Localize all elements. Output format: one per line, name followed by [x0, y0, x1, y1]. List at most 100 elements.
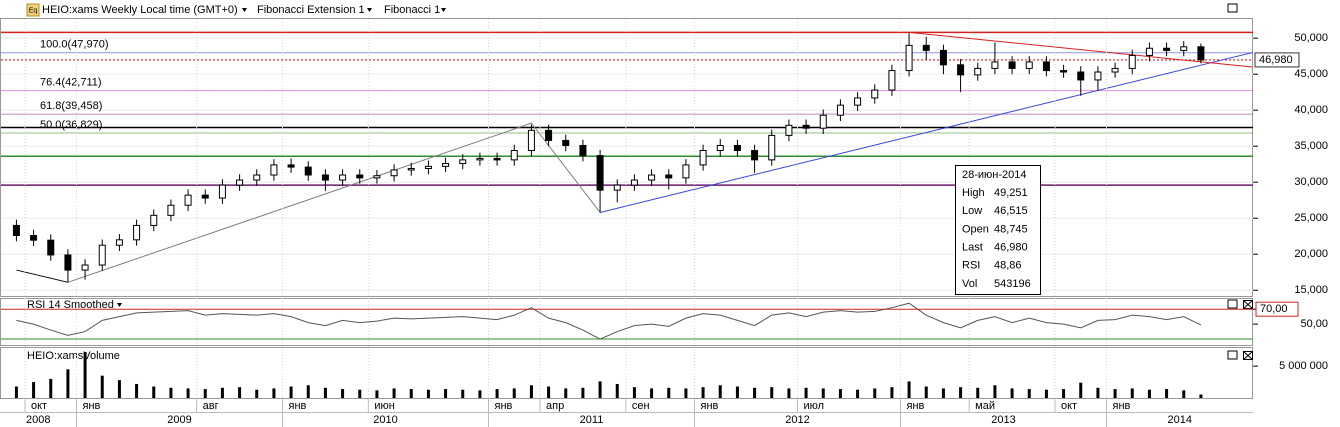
volume-bar [529, 385, 533, 398]
candle-body [545, 129, 553, 141]
indicator-label[interactable]: Fibonacci 1 [384, 4, 440, 16]
candle-body [476, 157, 484, 161]
trend-line [909, 31, 1253, 68]
candle-body [339, 174, 347, 181]
candle-body [630, 179, 638, 186]
chart-title[interactable]: HEIO:xams Weekly Local time (GMT+0) [42, 4, 238, 16]
candle-body [785, 124, 793, 136]
dropdown-arrow[interactable] [117, 303, 122, 307]
close-button[interactable] [1243, 300, 1253, 309]
trend-line [599, 52, 1253, 213]
volume-bar [358, 389, 362, 398]
y-tick-label: 15,000 [1294, 284, 1328, 296]
fib-label: 76.4(42,711) [40, 77, 102, 89]
volume-bar [323, 387, 327, 398]
volume-bar [1182, 390, 1186, 398]
year-label: 2014 [1168, 414, 1192, 426]
volume-bar [1079, 382, 1083, 398]
rsi-line [16, 302, 1202, 340]
candle-body [1025, 61, 1033, 69]
dropdown-arrow[interactable] [367, 8, 372, 12]
volume-bar [941, 388, 945, 398]
candle-body [407, 168, 415, 171]
candle-body [733, 144, 741, 152]
volume-bar [632, 387, 636, 398]
candle-body [699, 150, 707, 166]
last-price-label: 46,980 [1259, 54, 1293, 66]
volume-bar [135, 383, 139, 398]
x-tick-label: окт [31, 400, 47, 412]
volume-bar [581, 387, 585, 398]
pane-title: HEIO:xamsVolume [27, 350, 120, 362]
tooltip-date: 28-июн-2014 [962, 169, 1027, 181]
x-tick-label: янв [907, 400, 925, 412]
candle-body [905, 44, 913, 72]
dropdown-arrow[interactable] [242, 8, 247, 12]
x-tick-label: май [975, 400, 995, 412]
trend-line [67, 122, 601, 283]
candle-body [871, 89, 879, 99]
candle-body [939, 49, 947, 66]
candle-body [115, 239, 123, 246]
rsi-pane [0, 298, 1253, 346]
candle-body [321, 174, 329, 181]
year-label: 2008 [26, 414, 50, 426]
volume-bar [959, 387, 963, 398]
maximize-button[interactable] [1227, 299, 1238, 309]
candle-body [424, 165, 432, 170]
dropdown-arrow[interactable] [441, 8, 446, 12]
volume-bar [735, 386, 739, 398]
candle-body [510, 150, 518, 161]
symbol-icon[interactable] [26, 3, 40, 17]
volume-bar [804, 387, 808, 398]
volume-bar [924, 386, 928, 398]
candle-body [819, 114, 827, 129]
volume-bar [1147, 389, 1151, 398]
candle-body [836, 104, 844, 116]
volume-bar [100, 375, 104, 398]
volume-bar [1130, 388, 1134, 398]
tooltip-value: 46,515 [994, 205, 1028, 217]
tooltip-value: 48,745 [994, 223, 1028, 235]
indicator-label[interactable]: Fibonacci Extension 1 [257, 4, 365, 16]
volume-bar [392, 388, 396, 398]
candle-body [527, 129, 535, 152]
candle-body [1060, 70, 1068, 73]
volume-bar [890, 387, 894, 398]
y-tick-label: 20,000 [1294, 248, 1328, 260]
maximize-button[interactable] [1227, 3, 1238, 13]
candle-body [974, 67, 982, 76]
maximize-button[interactable] [1227, 350, 1238, 360]
candle-body [81, 264, 89, 271]
tooltip: 28-июн-2014 High 49,251 Low 46,515 Open 48,745… [955, 165, 1041, 295]
candle-body [64, 254, 72, 271]
close-button[interactable] [1243, 351, 1253, 360]
candle-body [98, 244, 106, 266]
x-tick-label: июн [374, 400, 394, 412]
y-tick-label: 5 000 000 [1279, 360, 1328, 372]
volume-bar [1113, 389, 1117, 398]
volume-bar [1044, 389, 1048, 398]
y-tick-label: 35,000 [1294, 140, 1328, 152]
volume-bar [203, 389, 207, 398]
candle-body [562, 139, 570, 146]
volume-bar [684, 388, 688, 398]
volume-bar [873, 388, 877, 398]
volume-bar [598, 381, 602, 398]
volume-bar [117, 380, 121, 398]
candle-body [1180, 46, 1188, 51]
price-plot: 100.0(47,970) 76.4(42,711) 61.8(39,458) 50.… [1, 31, 1253, 291]
candle-body [12, 224, 20, 237]
candle-body [1094, 71, 1102, 81]
tooltip-value: 46,980 [994, 242, 1028, 254]
candle-body [922, 44, 930, 51]
level-label-box [1255, 301, 1299, 317]
volume-bar [838, 389, 842, 398]
x-tick-label: окт [1061, 400, 1077, 412]
x-tick-label: янв [83, 400, 101, 412]
candle-body [854, 97, 862, 106]
candle-body [30, 235, 38, 241]
candle-body [1197, 46, 1205, 61]
candle-body [665, 174, 673, 179]
